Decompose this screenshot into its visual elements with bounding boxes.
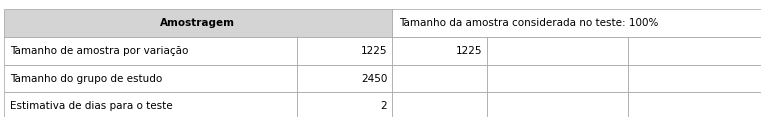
- Text: 1225: 1225: [361, 46, 387, 56]
- Text: 1225: 1225: [456, 46, 482, 56]
- Text: 2: 2: [380, 101, 387, 111]
- Bar: [392, 65, 487, 92]
- Bar: [628, 92, 761, 117]
- Text: Tamanho do grupo de estudo: Tamanho do grupo de estudo: [10, 74, 162, 84]
- Bar: [4, 65, 297, 92]
- Bar: [297, 92, 392, 117]
- Text: Tamanho de amostra por variação: Tamanho de amostra por variação: [10, 46, 188, 56]
- Text: Estimativa de dias para o teste: Estimativa de dias para o teste: [10, 101, 173, 111]
- Bar: [487, 65, 628, 92]
- Bar: [392, 9, 761, 37]
- Text: Tamanho da amostra considerada no teste: 100%: Tamanho da amostra considerada no teste:…: [400, 18, 659, 28]
- Bar: [487, 37, 628, 65]
- Bar: [392, 92, 487, 117]
- Bar: [628, 65, 761, 92]
- Bar: [4, 9, 392, 37]
- Bar: [297, 37, 392, 65]
- Bar: [487, 92, 628, 117]
- Bar: [297, 65, 392, 92]
- Text: Amostragem: Amostragem: [161, 18, 235, 28]
- Bar: [628, 37, 761, 65]
- Text: 2450: 2450: [361, 74, 387, 84]
- Bar: [392, 37, 487, 65]
- Bar: [4, 37, 297, 65]
- Bar: [4, 92, 297, 117]
